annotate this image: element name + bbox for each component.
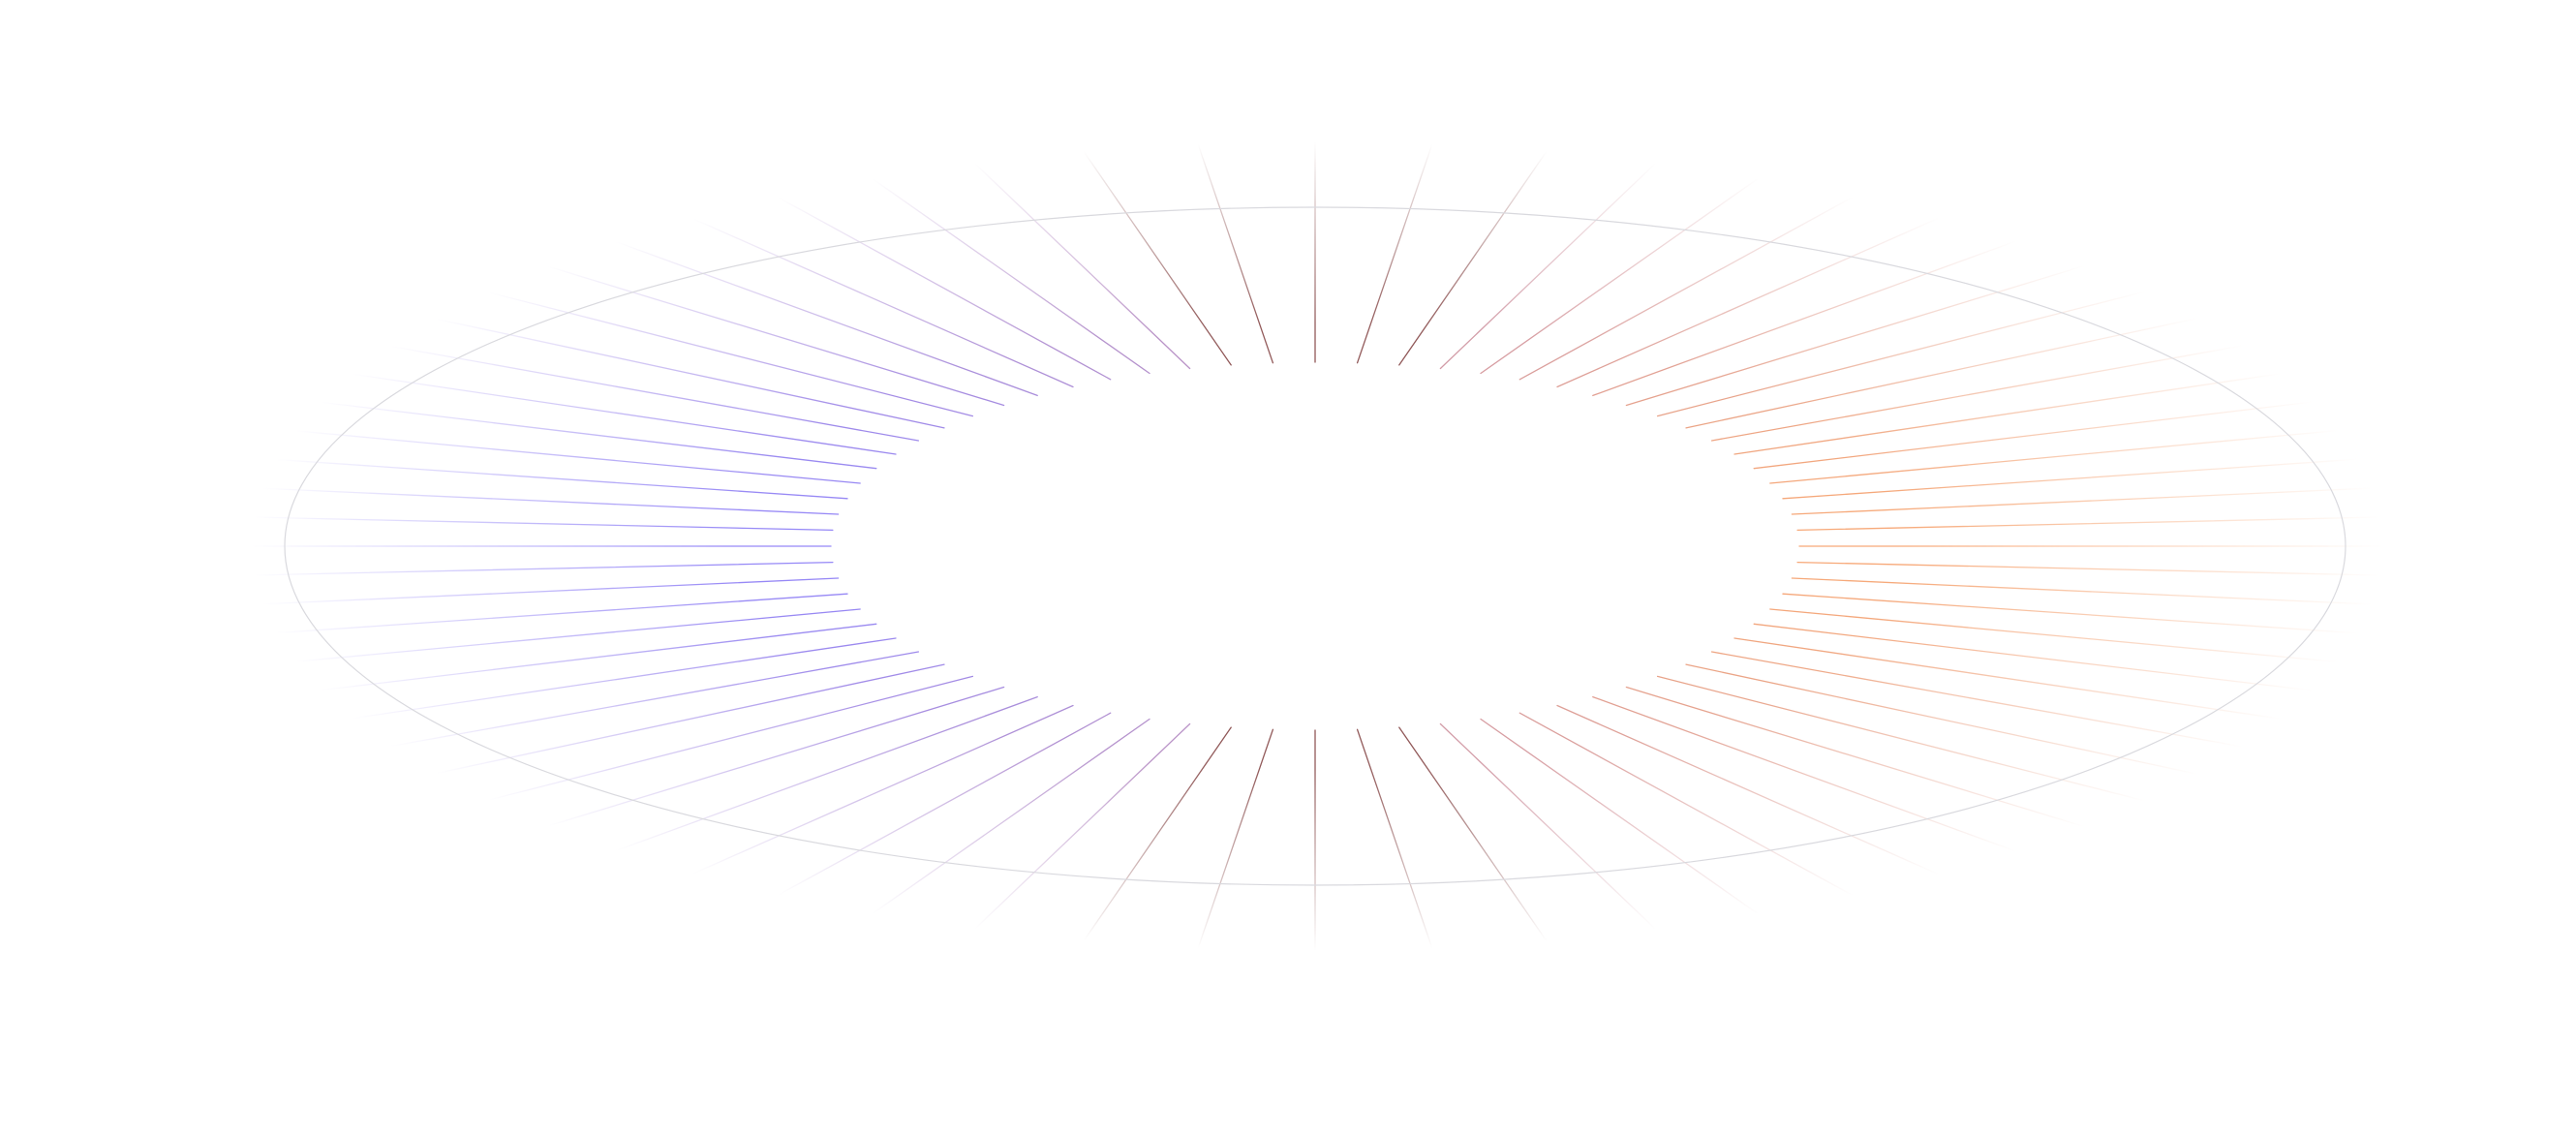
sunburst-ray — [40, 406, 861, 484]
sunburst-ray — [636, 704, 1074, 900]
sunburst-ray — [1782, 593, 2576, 649]
sunburst-ray — [443, 233, 1005, 407]
sunburst-ray — [1480, 718, 1780, 930]
sunburst-ray — [139, 637, 897, 751]
sunburst-ray — [1398, 144, 1551, 366]
sunburst-ray — [1439, 152, 1667, 370]
sunburst-ray — [741, 176, 1112, 381]
sunburst-ray — [85, 623, 877, 720]
sunburst-ray — [1196, 139, 1274, 364]
sunburst-ray — [1685, 663, 2355, 809]
sunburst-ray — [1625, 233, 2188, 407]
sunburst-ray — [1518, 176, 1889, 381]
sunburst-ray — [1518, 712, 1889, 916]
sunburst-ray — [1592, 212, 2094, 397]
sunburst-ray — [1733, 637, 2491, 751]
sunburst-ray — [1398, 726, 1551, 948]
sunburst-ray — [1733, 342, 2491, 455]
sunburst-ray — [0, 561, 834, 582]
sunburst-ray — [1710, 651, 2427, 781]
sunburst-ray — [537, 695, 1038, 880]
sunburst-ray — [537, 212, 1038, 397]
sunburst-ray — [1791, 577, 2576, 615]
sunburst-ray — [85, 373, 877, 470]
sunburst-ray — [1796, 561, 2576, 581]
sunburst-ray — [1656, 258, 2275, 417]
sunburst-ray — [1356, 728, 1434, 953]
sunburst-ray — [0, 510, 834, 532]
sunburst-ray — [741, 712, 1112, 916]
sunburst-ray — [40, 608, 861, 687]
sunburst-ray — [1685, 284, 2355, 429]
sunburst-ray — [139, 342, 897, 455]
sunburst-ray — [1625, 686, 2188, 859]
sunburst-ray — [1480, 163, 1780, 375]
sunburst-ray — [5, 440, 848, 500]
sunburst-ray — [1753, 373, 2545, 470]
sunburst-ray — [0, 577, 840, 617]
sunburst-ray — [1556, 704, 1994, 900]
sunburst-ray — [0, 476, 840, 515]
sunburst-ray — [1656, 675, 2275, 835]
sunburst-ray — [1196, 728, 1274, 953]
sunburst-ray — [443, 686, 1005, 859]
sunburst-ray — [1710, 312, 2427, 442]
sunburst-rays — [0, 138, 2576, 954]
sunburst-ray — [964, 722, 1191, 940]
sunburst-ray — [1439, 722, 1667, 940]
sunburst-ray — [1556, 193, 1994, 388]
sunburst-ray — [636, 193, 1074, 388]
sunburst-ray — [1782, 444, 2576, 500]
sunburst-ray — [355, 675, 974, 835]
sunburst-ray — [1079, 144, 1232, 366]
sunburst-ray — [850, 163, 1150, 375]
sunburst-ray — [1769, 608, 2576, 685]
sunburst-ray — [1791, 477, 2576, 515]
sunburst-ray — [1079, 726, 1232, 948]
sunburst-ray — [275, 663, 945, 809]
sunburst-ray — [1592, 695, 2094, 880]
sunburst-ray — [1753, 623, 2545, 720]
sunburst-ray — [1796, 511, 2576, 532]
sunburst-ray — [275, 284, 945, 429]
sunburst-ray — [1769, 408, 2576, 484]
sunburst-ray — [203, 651, 920, 781]
sunburst-ray — [1356, 139, 1434, 364]
sunburst-ray — [5, 593, 848, 653]
sunburst-ray — [850, 718, 1150, 930]
outer-ellipse — [284, 206, 2346, 886]
sunburst-ray — [355, 258, 974, 417]
sunburst-ray — [203, 312, 920, 442]
sunburst-ray — [964, 152, 1191, 370]
